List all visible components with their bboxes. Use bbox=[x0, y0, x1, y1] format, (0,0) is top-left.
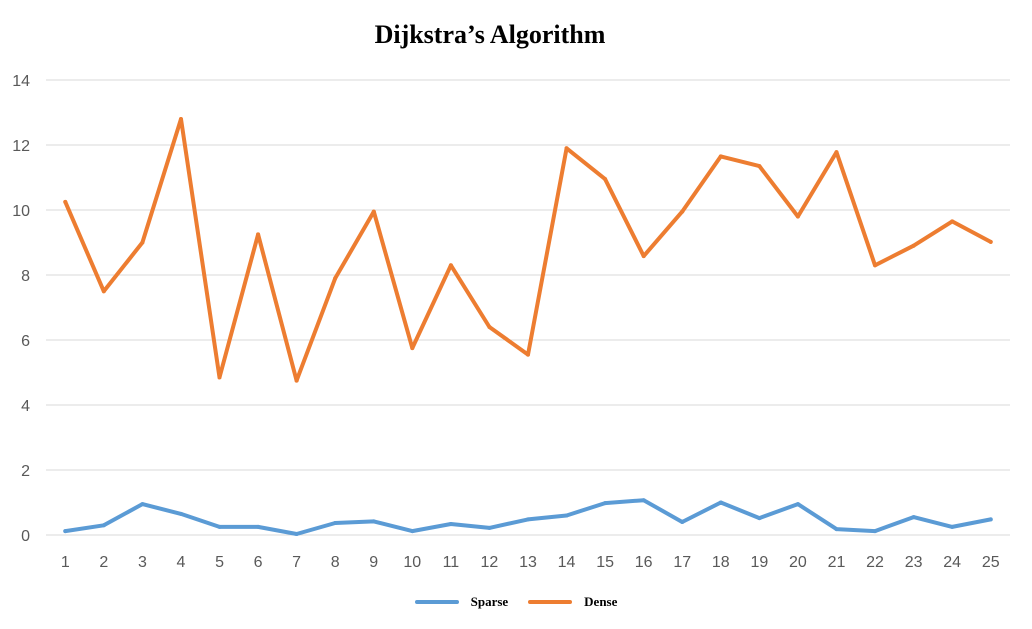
legend-swatch-dense bbox=[528, 600, 573, 604]
y-tick-label: 10 bbox=[12, 203, 30, 220]
x-tick-label: 20 bbox=[789, 554, 807, 571]
x-tick-label: 2 bbox=[99, 554, 108, 571]
x-tick-label: 8 bbox=[331, 554, 340, 571]
data-point-dense bbox=[217, 375, 222, 380]
x-tick-label: 12 bbox=[481, 554, 499, 571]
y-tick-label: 14 bbox=[12, 73, 30, 90]
data-point-sparse bbox=[603, 501, 608, 506]
data-point-sparse bbox=[911, 515, 916, 520]
y-tick-label: 4 bbox=[21, 398, 30, 415]
x-tick-label: 18 bbox=[712, 554, 730, 571]
legend-item-sparse: Sparse bbox=[414, 594, 509, 610]
data-point-dense bbox=[333, 276, 338, 281]
data-point-sparse bbox=[564, 513, 569, 518]
x-tick-label: 19 bbox=[750, 554, 768, 571]
data-point-dense bbox=[873, 263, 878, 268]
x-tick-label: 7 bbox=[292, 554, 301, 571]
x-tick-label: 10 bbox=[403, 554, 421, 571]
y-tick-label: 0 bbox=[21, 528, 30, 545]
x-tick-label: 15 bbox=[596, 554, 614, 571]
data-point-sparse bbox=[140, 502, 145, 507]
data-point-dense bbox=[988, 239, 993, 244]
data-point-dense bbox=[641, 254, 646, 259]
data-point-sparse bbox=[333, 520, 338, 525]
data-point-dense bbox=[564, 146, 569, 151]
x-tick-label: 5 bbox=[215, 554, 224, 571]
x-tick-label: 17 bbox=[673, 554, 691, 571]
x-tick-label: 9 bbox=[369, 554, 378, 571]
data-point-dense bbox=[410, 346, 415, 351]
data-point-sparse bbox=[448, 521, 453, 526]
y-tick-label: 2 bbox=[21, 463, 30, 480]
data-point-sparse bbox=[178, 511, 183, 516]
legend: Sparse Dense bbox=[0, 594, 1032, 610]
x-tick-label: 6 bbox=[254, 554, 263, 571]
data-point-sparse bbox=[294, 532, 299, 537]
data-point-dense bbox=[911, 243, 916, 248]
x-tick-label: 11 bbox=[443, 554, 460, 571]
data-point-dense bbox=[757, 164, 762, 169]
x-tick-label: 3 bbox=[138, 554, 147, 571]
x-tick-label: 14 bbox=[558, 554, 576, 571]
series-line-sparse bbox=[63, 498, 993, 536]
legend-swatch-sparse bbox=[414, 600, 459, 604]
data-point-dense bbox=[178, 117, 183, 121]
data-point-dense bbox=[140, 240, 145, 245]
data-point-sparse bbox=[63, 529, 68, 534]
data-point-dense bbox=[448, 263, 453, 268]
y-tick-label: 12 bbox=[12, 138, 30, 155]
legend-item-dense: Dense bbox=[528, 594, 617, 610]
data-point-sparse bbox=[217, 524, 222, 529]
data-point-dense bbox=[371, 209, 376, 214]
data-point-dense bbox=[101, 289, 106, 294]
data-point-dense bbox=[294, 378, 299, 383]
x-tick-label: 24 bbox=[943, 554, 961, 571]
data-point-sparse bbox=[834, 527, 839, 532]
data-point-sparse bbox=[487, 525, 492, 530]
data-point-dense bbox=[950, 219, 955, 224]
x-tick-label: 23 bbox=[905, 554, 923, 571]
data-point-dense bbox=[718, 154, 723, 159]
data-point-sparse bbox=[873, 529, 878, 534]
data-point-sparse bbox=[641, 498, 646, 503]
data-point-sparse bbox=[680, 520, 685, 524]
data-point-sparse bbox=[371, 519, 376, 524]
data-point-sparse bbox=[795, 502, 800, 507]
data-point-dense bbox=[63, 199, 68, 204]
legend-label-sparse: Sparse bbox=[470, 594, 509, 609]
data-point-sparse bbox=[757, 516, 762, 521]
data-point-dense bbox=[487, 325, 492, 329]
data-point-dense bbox=[526, 352, 530, 357]
x-tick-label: 25 bbox=[982, 554, 1000, 571]
data-point-sparse bbox=[526, 517, 530, 522]
y-tick-label: 6 bbox=[21, 333, 30, 350]
data-point-dense bbox=[795, 214, 800, 219]
x-tick-label: 21 bbox=[828, 554, 846, 571]
legend-label-dense: Dense bbox=[584, 594, 618, 609]
y-tick-label: 8 bbox=[21, 268, 30, 285]
x-tick-label: 16 bbox=[635, 554, 653, 571]
data-point-sparse bbox=[718, 500, 723, 505]
x-tick-label: 1 bbox=[61, 554, 70, 571]
data-point-dense bbox=[680, 209, 685, 214]
data-point-sparse bbox=[256, 524, 261, 529]
data-point-dense bbox=[834, 150, 839, 155]
x-tick-label: 4 bbox=[177, 554, 186, 571]
data-point-sparse bbox=[410, 529, 415, 534]
chart-title: Dijkstra’s Algorithm bbox=[374, 20, 606, 49]
data-point-dense bbox=[603, 177, 608, 182]
x-tick-label: 22 bbox=[866, 554, 884, 571]
data-point-sparse bbox=[988, 517, 993, 522]
data-point-dense bbox=[256, 232, 261, 237]
series-line-dense bbox=[63, 117, 993, 383]
data-point-sparse bbox=[950, 524, 955, 529]
x-tick-label: 13 bbox=[519, 554, 537, 571]
data-point-sparse bbox=[101, 523, 106, 528]
